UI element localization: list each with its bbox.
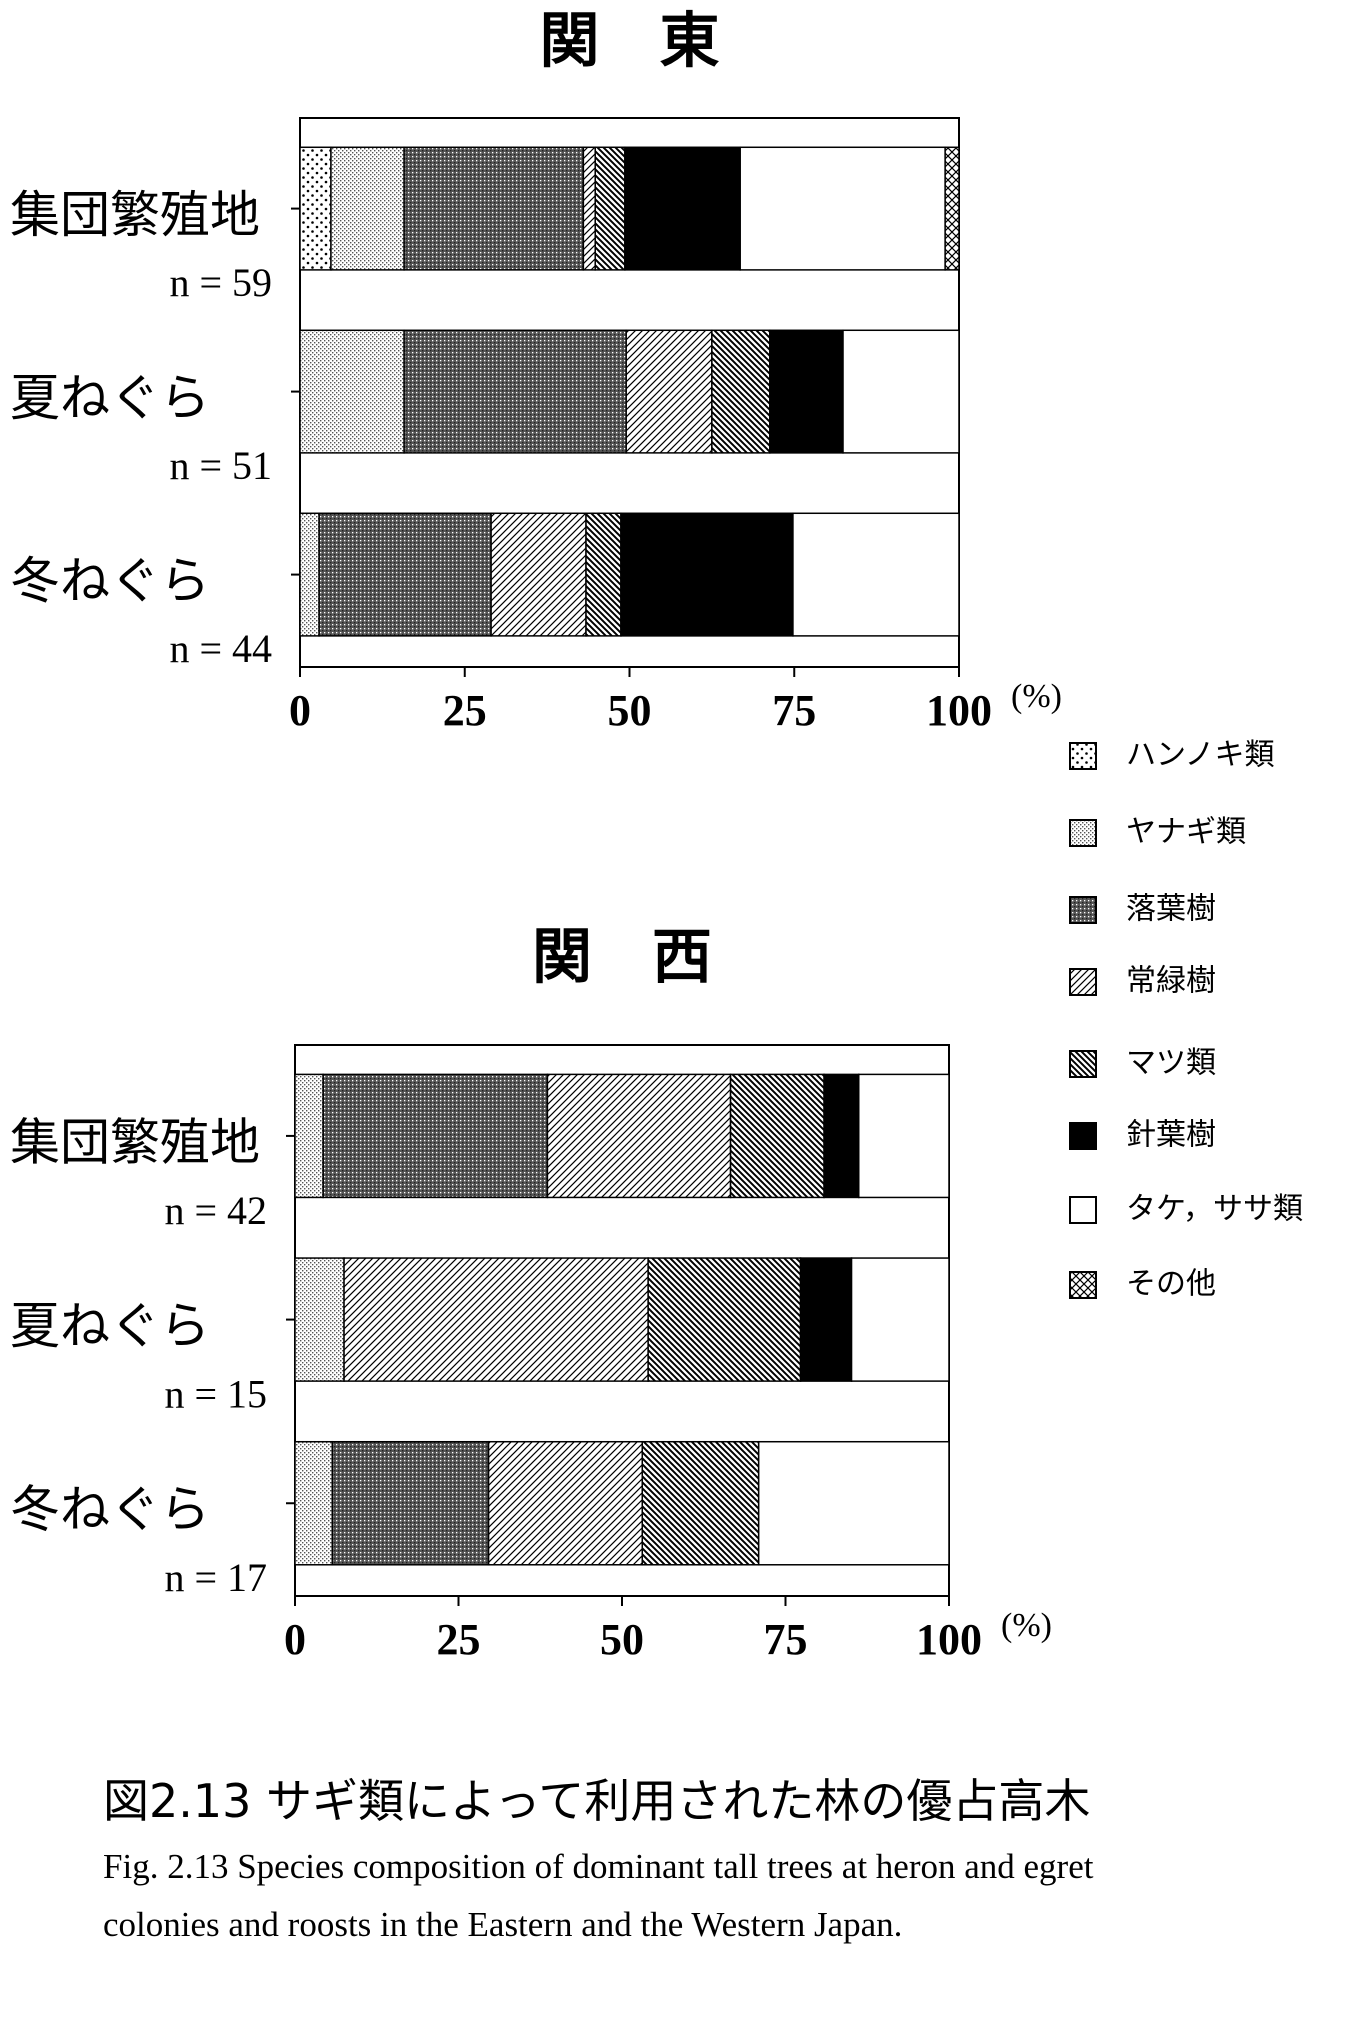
x-tick-label: 75	[764, 1615, 808, 1664]
bar-segment	[857, 1073, 950, 1199]
legend-label: 落葉樹	[1126, 892, 1216, 927]
category-label: 集団繁殖地	[10, 186, 260, 244]
bar-segment	[799, 1257, 853, 1382]
bar-segment	[594, 146, 626, 271]
bar-segment	[585, 512, 622, 637]
legend-swatch	[1069, 968, 1097, 996]
bar-segment	[318, 512, 492, 637]
category-label: 夏ねぐら	[10, 1297, 210, 1355]
legend-swatch	[1069, 1122, 1097, 1150]
bar-segment	[299, 146, 332, 271]
legend-swatch	[1069, 742, 1097, 770]
legend-label: 常緑樹	[1126, 964, 1216, 999]
bar-segment	[331, 1440, 490, 1566]
category-label: 冬ねぐら	[10, 1481, 210, 1539]
x-tick-label: 50	[608, 686, 652, 735]
x-unit: (%)	[1001, 1607, 1052, 1644]
legend-swatch	[1069, 896, 1097, 924]
legend-swatch	[1069, 1050, 1097, 1078]
category-label: 集団繁殖地	[10, 1113, 260, 1171]
bar-segment	[487, 1440, 644, 1566]
x-tick-label: 25	[437, 1615, 481, 1664]
bar-segment	[944, 146, 960, 271]
bar-segment	[294, 1073, 324, 1199]
legend-label: ハンノキ類	[1126, 738, 1275, 773]
bar-segment	[823, 1073, 860, 1199]
legend-swatch	[1069, 1196, 1097, 1224]
bar-segment	[490, 512, 587, 637]
bar-segment	[850, 1257, 950, 1382]
category-note: n = 15	[164, 1372, 267, 1417]
category-note: n = 59	[169, 260, 272, 305]
bar-segment	[403, 329, 627, 454]
bar-segment	[625, 329, 713, 454]
bar-segment	[322, 1073, 549, 1199]
bar-segment	[792, 512, 960, 637]
bar-segment	[294, 1257, 345, 1382]
bar-segment	[299, 512, 320, 637]
caption-title: 図2.13 サギ類によって利用された林の優占高木	[103, 1774, 1091, 1828]
bar-segment	[647, 1257, 802, 1382]
bar-segment	[641, 1440, 760, 1566]
x-tick-label: 50	[600, 1615, 644, 1664]
bar-segment	[330, 146, 405, 271]
x-unit: (%)	[1011, 678, 1062, 715]
category-note: n = 44	[169, 626, 272, 671]
bar-segment	[739, 146, 946, 271]
category-label: 冬ねぐら	[10, 552, 210, 610]
legend-label: その他	[1126, 1267, 1216, 1302]
category-label: 夏ねぐら	[10, 369, 210, 427]
legend-swatch	[1069, 1271, 1097, 1299]
bar-segment	[299, 329, 405, 454]
bar-segment	[343, 1257, 649, 1382]
chart-title: 関東	[540, 7, 780, 77]
x-tick-label: 25	[443, 686, 487, 735]
bar-segment	[769, 329, 844, 454]
legend-label: ヤナギ類	[1126, 815, 1246, 850]
caption-text: Fig. 2.13 Species composition of dominan…	[103, 1847, 1094, 1944]
bar-segment	[624, 146, 741, 271]
bar-segment	[711, 329, 771, 454]
bar-segment	[294, 1440, 334, 1566]
category-note: n = 51	[169, 443, 272, 488]
legend-label: 針葉樹	[1126, 1118, 1216, 1153]
x-tick-label: 0	[289, 686, 311, 735]
x-tick-label: 0	[284, 1615, 306, 1664]
bar-segment	[757, 1440, 950, 1566]
chart-title: 関西	[532, 923, 772, 993]
bar-segment	[842, 329, 960, 454]
category-note: n = 17	[164, 1555, 267, 1600]
x-tick-label: 100	[926, 686, 992, 735]
x-tick-label: 100	[916, 1615, 982, 1664]
legend-label: タケ，ササ類	[1126, 1192, 1303, 1227]
bar-segment	[729, 1073, 825, 1199]
bar-segment	[546, 1073, 732, 1199]
bar-segment	[620, 512, 794, 637]
x-tick-label: 75	[772, 686, 816, 735]
bar-segment	[403, 146, 585, 271]
bar-segment	[582, 146, 596, 271]
legend-label: マツ類	[1126, 1046, 1216, 1081]
legend-swatch	[1069, 819, 1097, 847]
category-note: n = 42	[164, 1188, 267, 1233]
